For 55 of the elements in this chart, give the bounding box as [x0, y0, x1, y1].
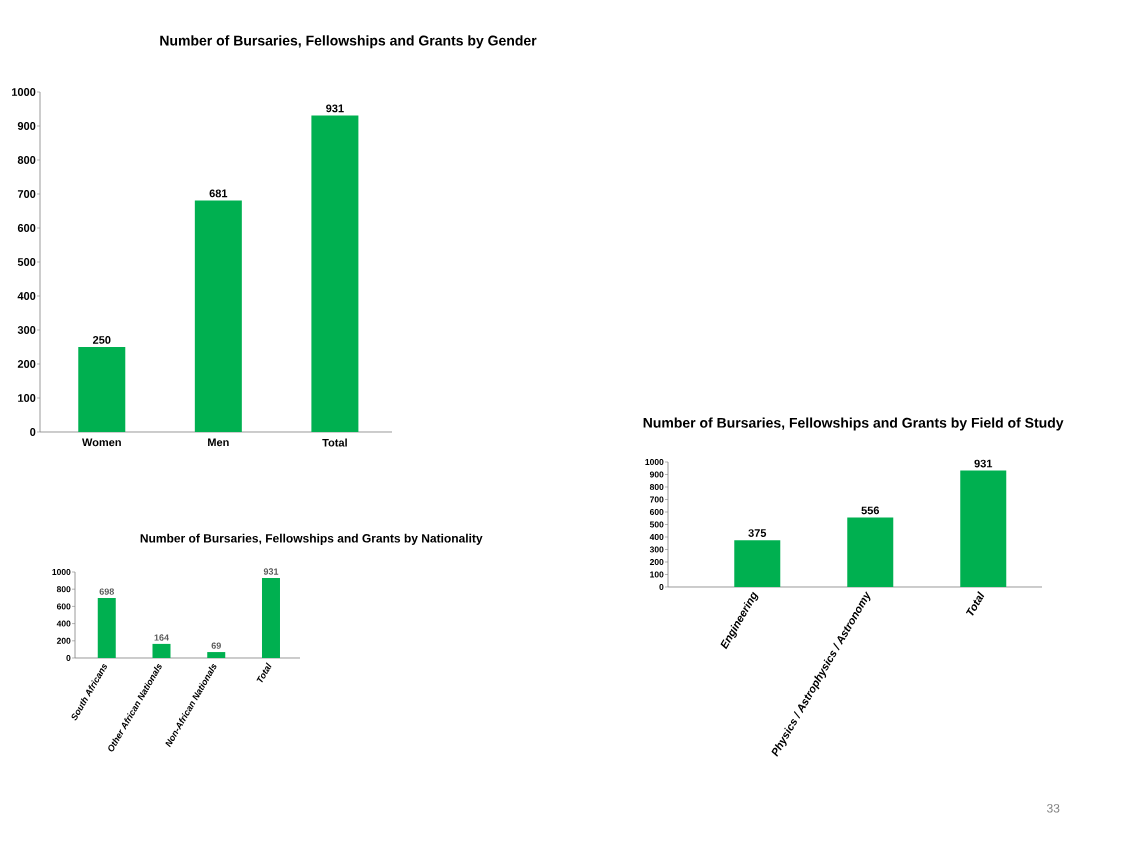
y-tick-label: 700 [649, 496, 664, 503]
bar [78, 346, 126, 432]
text: 33 [1047, 804, 1060, 813]
y-tick-label: 800 [17, 156, 36, 164]
y-tick-label: 400 [649, 534, 664, 540]
bar [734, 540, 781, 587]
bar [311, 115, 359, 432]
y-tick-label: 300 [17, 326, 36, 334]
bar [97, 597, 116, 658]
y-tick-label: 200 [17, 360, 36, 368]
chart-title: Number of Bursaries, Fellowships and Grants by Nationality [140, 533, 483, 545]
data-label: 698 [99, 588, 114, 595]
y-tick-label: 1000 [52, 569, 71, 575]
data-label: 164 [154, 634, 169, 641]
y-tick-label: 500 [17, 258, 36, 266]
y-tick-label: 0 [659, 584, 664, 590]
y-tick-label: 600 [649, 509, 664, 515]
y-tick-label: 0 [66, 655, 71, 661]
bar [194, 200, 242, 432]
y-tick-label: 400 [17, 292, 36, 300]
y-tick-label: 100 [650, 571, 664, 578]
y-tick-label: 1000 [12, 88, 36, 96]
y-tick-label: 500 [649, 521, 664, 528]
bar [960, 470, 1007, 587]
data-label: 931 [263, 568, 279, 575]
y-tick-label: 600 [56, 603, 71, 610]
data-label: 931 [974, 459, 993, 468]
x-tick-label: Men [208, 438, 229, 447]
data-label: 556 [861, 506, 880, 515]
y-tick-label: 900 [17, 122, 36, 130]
data-label: 375 [748, 529, 767, 537]
y-tick-label: 100 [18, 394, 36, 402]
y-tick-label: 0 [30, 428, 36, 436]
bar [152, 643, 171, 658]
x-tick-label: Women [82, 438, 121, 447]
bar [847, 517, 894, 587]
y-tick-label: 900 [649, 471, 664, 478]
data-label: 250 [92, 336, 111, 344]
y-tick-label: 300 [649, 546, 664, 553]
y-tick-label: 800 [649, 484, 664, 490]
chart-title: Number of Bursaries, Fellowships and Grants by Field of Study [643, 417, 1064, 431]
y-tick-label: 700 [17, 190, 36, 198]
y-tick-label: 1000 [645, 459, 664, 465]
data-label: 681 [209, 189, 228, 198]
y-tick-label: 200 [649, 559, 664, 565]
bar [207, 652, 226, 658]
y-tick-label: 600 [17, 224, 36, 232]
data-label: 69 [211, 642, 221, 649]
chart-title: Number of Bursaries, Fellowships and Grants by Gender [160, 35, 537, 49]
y-tick-label: 200 [56, 637, 71, 644]
y-tick-label: 400 [56, 620, 71, 627]
data-label: 931 [326, 104, 344, 113]
bar [261, 577, 280, 658]
x-tick-label: Total [322, 438, 347, 447]
y-tick-label: 800 [56, 586, 71, 593]
